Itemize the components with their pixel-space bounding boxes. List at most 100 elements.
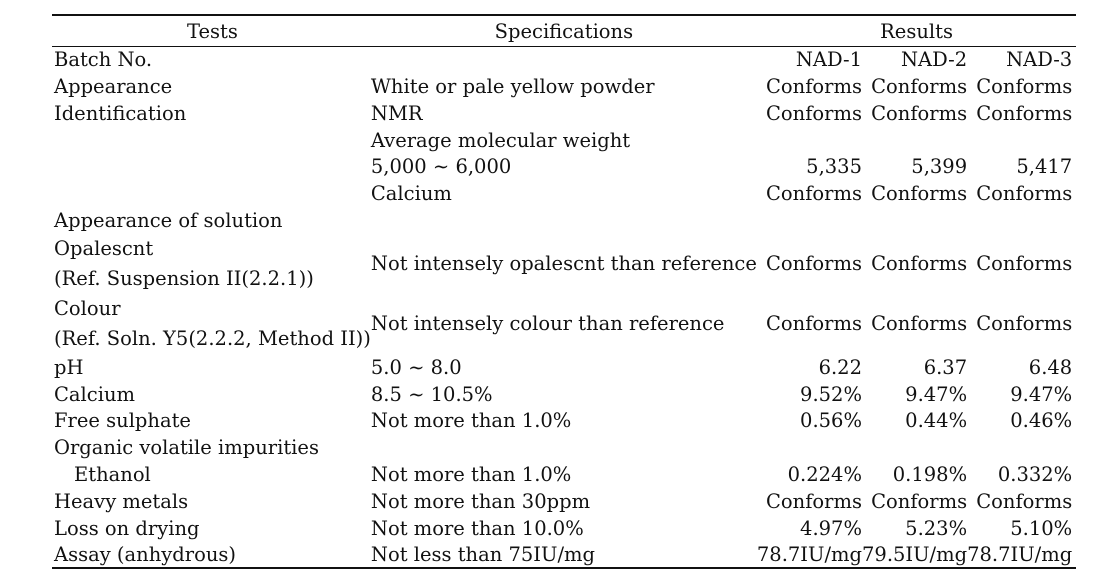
table-row: Average molecular weight <box>52 127 1076 154</box>
test-cell: Batch No. <box>54 48 153 72</box>
table-row: Colour (Ref. Soln. Y5(2.2.2, Method II))… <box>52 294 1076 354</box>
test-name: Colour <box>54 297 121 321</box>
table-row: Identification NMR Conforms Conforms Con… <box>52 100 1076 127</box>
spec-cell: Not more than 10.0% <box>370 516 584 540</box>
table-header-row: Tests Specifications Results <box>52 14 1077 47</box>
header-results: Results <box>756 14 1077 47</box>
test-cell: Calcium <box>54 382 135 406</box>
table-row: Ethanol Not more than 1.0% 0.224% 0.198%… <box>52 461 1076 488</box>
test-reference: (Ref. Suspension II(2.2.1)) <box>54 267 314 291</box>
spec-cell: Not more than 1.0% <box>370 462 572 486</box>
table-row: Heavy metals Not more than 30ppm Conform… <box>52 488 1076 515</box>
result-cell: 5,417 <box>1016 155 1073 179</box>
spec-cell: Not less than 75IU/mg <box>370 541 757 570</box>
result-cell: 79.5IU/mg <box>862 541 968 570</box>
table-row: Appearance White or pale yellow powder C… <box>52 73 1076 100</box>
spec-cell <box>371 47 757 74</box>
result-cell: Conforms <box>766 182 862 206</box>
spec-cell: 5,000 ∼ 6,000 <box>370 155 512 179</box>
result-cell: NAD-1 <box>795 48 862 72</box>
result-cell: Conforms <box>766 312 862 336</box>
spec-cell: White or pale yellow powder <box>370 74 655 98</box>
result-cell: 6.37 <box>923 355 968 379</box>
result-cell: NAD-3 <box>1006 48 1073 72</box>
result-cell: 0.46% <box>1010 409 1073 433</box>
specification-results-table: Tests Specifications Results Batch No. N… <box>52 14 1077 570</box>
spec-cell: Not intensely colour than reference <box>370 312 725 336</box>
result-cell: Conforms <box>871 74 968 98</box>
test-reference: (Ref. Soln. Y5(2.2.2, Method II)) <box>54 327 371 351</box>
result-cell: 6.48 <box>1028 355 1073 379</box>
spec-cell: Not intensely opalescnt than reference <box>370 252 757 276</box>
table-row: Opalescnt (Ref. Suspension II(2.2.1)) No… <box>52 234 1076 294</box>
result-cell <box>757 207 862 234</box>
result-cell <box>967 207 1076 234</box>
result-cell: 0.56% <box>800 409 862 433</box>
result-cell: 9.47% <box>1010 382 1073 406</box>
result-cell <box>757 434 862 461</box>
result-cell <box>862 207 967 234</box>
test-cell: Heavy metals <box>54 489 189 513</box>
result-cell: 5,399 <box>911 155 968 179</box>
spec-cell <box>371 207 757 234</box>
result-cell: Conforms <box>871 312 968 336</box>
result-cell: Conforms <box>766 101 862 125</box>
header-tests: Tests <box>52 14 371 47</box>
spec-cell: 5.0 ∼ 8.0 <box>370 355 462 379</box>
result-cell: 0.44% <box>905 409 968 433</box>
spec-table-container: Tests Specifications Results Batch No. N… <box>52 14 1077 570</box>
test-cell: Appearance of solution <box>54 208 283 232</box>
result-cell: Conforms <box>766 489 862 513</box>
table-row: Free sulphate Not more than 1.0% 0.56% 0… <box>52 408 1076 435</box>
result-cell: Conforms <box>871 101 968 125</box>
spec-cell: Average molecular weight <box>370 128 631 152</box>
result-cell: 5,335 <box>806 155 862 179</box>
result-cell: Conforms <box>766 252 862 276</box>
result-cell: Conforms <box>976 101 1073 125</box>
result-cell: Conforms <box>976 489 1073 513</box>
test-cell: Appearance <box>54 74 173 98</box>
test-cell: Colour (Ref. Soln. Y5(2.2.2, Method II)) <box>52 294 371 354</box>
test-cell <box>52 127 371 154</box>
test-cell <box>52 180 371 207</box>
test-cell <box>52 154 371 181</box>
table-row: Assay (anhydrous) Not less than 75IU/mg … <box>52 541 1077 570</box>
result-cell: NAD-2 <box>900 48 968 72</box>
table-row: Calcium 8.5 ∼ 10.5% 9.52% 9.47% 9.47% <box>52 381 1076 408</box>
table-row: Loss on drying Not more than 10.0% 4.97%… <box>52 515 1076 542</box>
result-cell: Conforms <box>976 252 1073 276</box>
table-row: Appearance of solution <box>52 207 1076 234</box>
result-cell: Conforms <box>976 74 1073 98</box>
test-cell: Identification <box>54 101 187 125</box>
test-cell: Ethanol <box>74 462 151 486</box>
test-cell: Opalescnt (Ref. Suspension II(2.2.1)) <box>52 234 371 294</box>
result-cell: Conforms <box>871 252 968 276</box>
spec-cell <box>371 434 757 461</box>
result-cell: 0.198% <box>892 462 968 486</box>
result-cell: 9.47% <box>905 382 968 406</box>
result-cell: Conforms <box>766 74 862 98</box>
table-row: pH 5.0 ∼ 8.0 6.22 6.37 6.48 <box>52 354 1076 381</box>
spec-cell: Not more than 1.0% <box>370 409 572 433</box>
test-name: Opalescnt <box>54 237 154 261</box>
result-cell: Conforms <box>871 489 968 513</box>
header-specifications: Specifications <box>370 14 757 47</box>
test-cell: Free sulphate <box>54 409 191 433</box>
result-cell: 78.7IU/mg <box>756 541 862 570</box>
table-row: Organic volatile impurities <box>52 434 1076 461</box>
result-cell: 5.10% <box>1010 516 1073 540</box>
result-cell: 5.23% <box>905 516 968 540</box>
result-cell: 4.97% <box>800 516 862 540</box>
result-cell <box>862 127 967 154</box>
spec-cell: Not more than 30ppm <box>370 489 591 513</box>
test-cell: Organic volatile impurities <box>54 436 319 460</box>
table-row: Calcium Conforms Conforms Conforms <box>52 180 1076 207</box>
result-cell: 6.22 <box>818 355 862 379</box>
result-cell: Conforms <box>871 182 968 206</box>
result-cell: 0.224% <box>787 462 862 486</box>
result-cell: Conforms <box>976 182 1073 206</box>
result-cell <box>757 127 862 154</box>
result-cell <box>967 434 1076 461</box>
result-cell: 78.7IU/mg <box>967 541 1077 570</box>
result-cell: 0.332% <box>997 462 1073 486</box>
